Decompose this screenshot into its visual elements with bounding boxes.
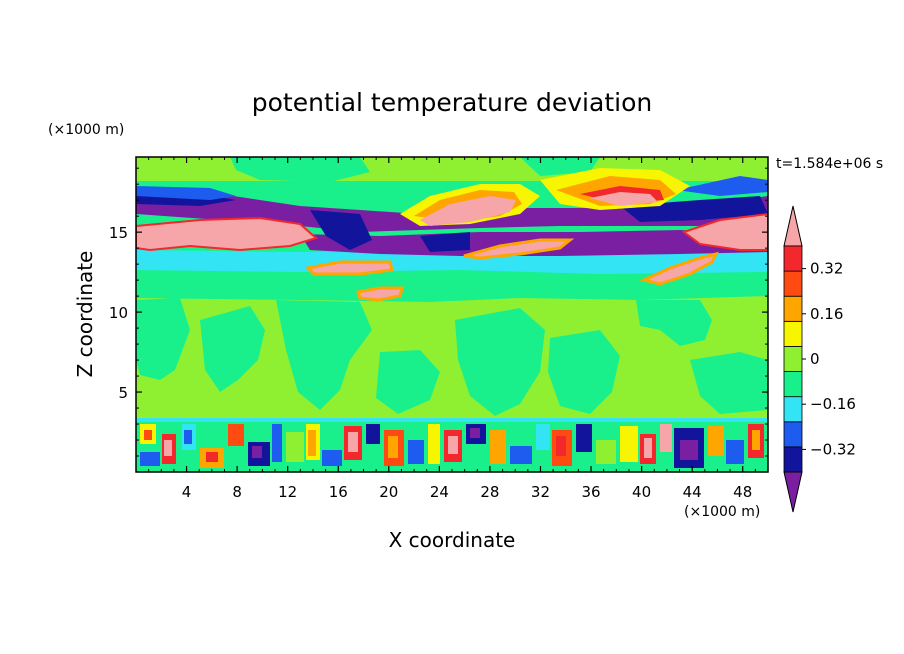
x-tick-label: 4 [182,483,192,501]
colorbar-cell [783,446,803,473]
colorbar-cell [783,270,803,297]
x-axis-ticks: 4 8 12 16 20 24 28 32 36 40 44 48 [148,157,756,501]
midlevel-patch-7 [636,300,712,346]
contour-field [136,157,768,472]
y-axis-units: (×1000 m) [48,122,124,138]
pink-blob-left [136,216,319,252]
midlevel-patch-6 [548,330,620,414]
colorbar-cell [783,371,803,398]
x-tick-label: 12 [278,483,297,501]
colorbar-cell [783,421,803,448]
midlevel-patch-4 [376,350,440,414]
midlevel-patch-2 [200,306,265,392]
pink-streak-right [639,251,719,286]
midlevel-patch-8 [690,352,768,414]
x-tick-label: 40 [632,483,651,501]
blue-2 [676,176,768,196]
y-tick-label: 10 [109,304,128,322]
boundary-layer-cells [140,424,764,468]
colorbar-tick-label: 0 [810,350,820,368]
pink-blob-center [420,196,516,226]
y-axis-label: Z coordinate [73,251,97,378]
colorbar-tick-label: −0.16 [810,395,856,413]
x-tick-label: 48 [733,483,752,501]
colorbar-cell [783,245,803,272]
boundary-layer-top-cyan [136,418,768,422]
y-axis-ticks: 5 10 15 [109,167,768,457]
x-tick-label: 28 [480,483,499,501]
upper-green-dip [230,157,370,182]
x-tick-label: 24 [430,483,449,501]
colorbar: 0.32 0.16 0 −0.16 −0.32 [783,205,856,513]
y-tick-label: 5 [118,384,128,402]
colorbar-tick-label: −0.32 [810,440,856,458]
x-tick-label: 36 [581,483,600,501]
midlevel-patch-5 [455,308,545,416]
colorbar-cell [783,396,803,423]
midlevel-patch-3 [276,300,372,410]
x-axis-label: X coordinate [389,528,516,552]
pink-blob-right [681,212,768,251]
colorbar-extend-max [783,205,803,247]
colorbar-cell [783,346,803,372]
colorbar-tick-label: 0.32 [810,260,843,278]
navy-ridge-4 [420,232,470,252]
time-label: t=1.584e+06 s [776,156,883,172]
colorbar-cell [783,320,803,347]
x-tick-label: 8 [232,483,242,501]
navy-ridge-2 [310,210,372,250]
pink-streak-mid [463,238,575,260]
x-tick-label: 32 [531,483,550,501]
pink-cell-2 [356,286,404,302]
midlevel-patch-1 [136,298,190,380]
upper-cyan-band [136,250,768,274]
x-tick-label: 20 [379,483,398,501]
y-tick-label: 15 [109,224,128,242]
colorbar-extend-min [783,471,803,513]
x-tick-label: 16 [329,483,348,501]
x-tick-label: 44 [683,483,702,501]
pink-cell-1 [304,260,394,276]
blue-1 [136,186,236,200]
chart-title: potential temperature deviation [252,88,652,117]
pink-blob-upper-right [590,192,658,206]
colorbar-tick-label: 0.16 [810,305,843,323]
colorbar-cell [783,295,803,322]
x-axis-units: (×1000 m) [684,504,760,520]
navy-ridge-3 [620,196,768,222]
